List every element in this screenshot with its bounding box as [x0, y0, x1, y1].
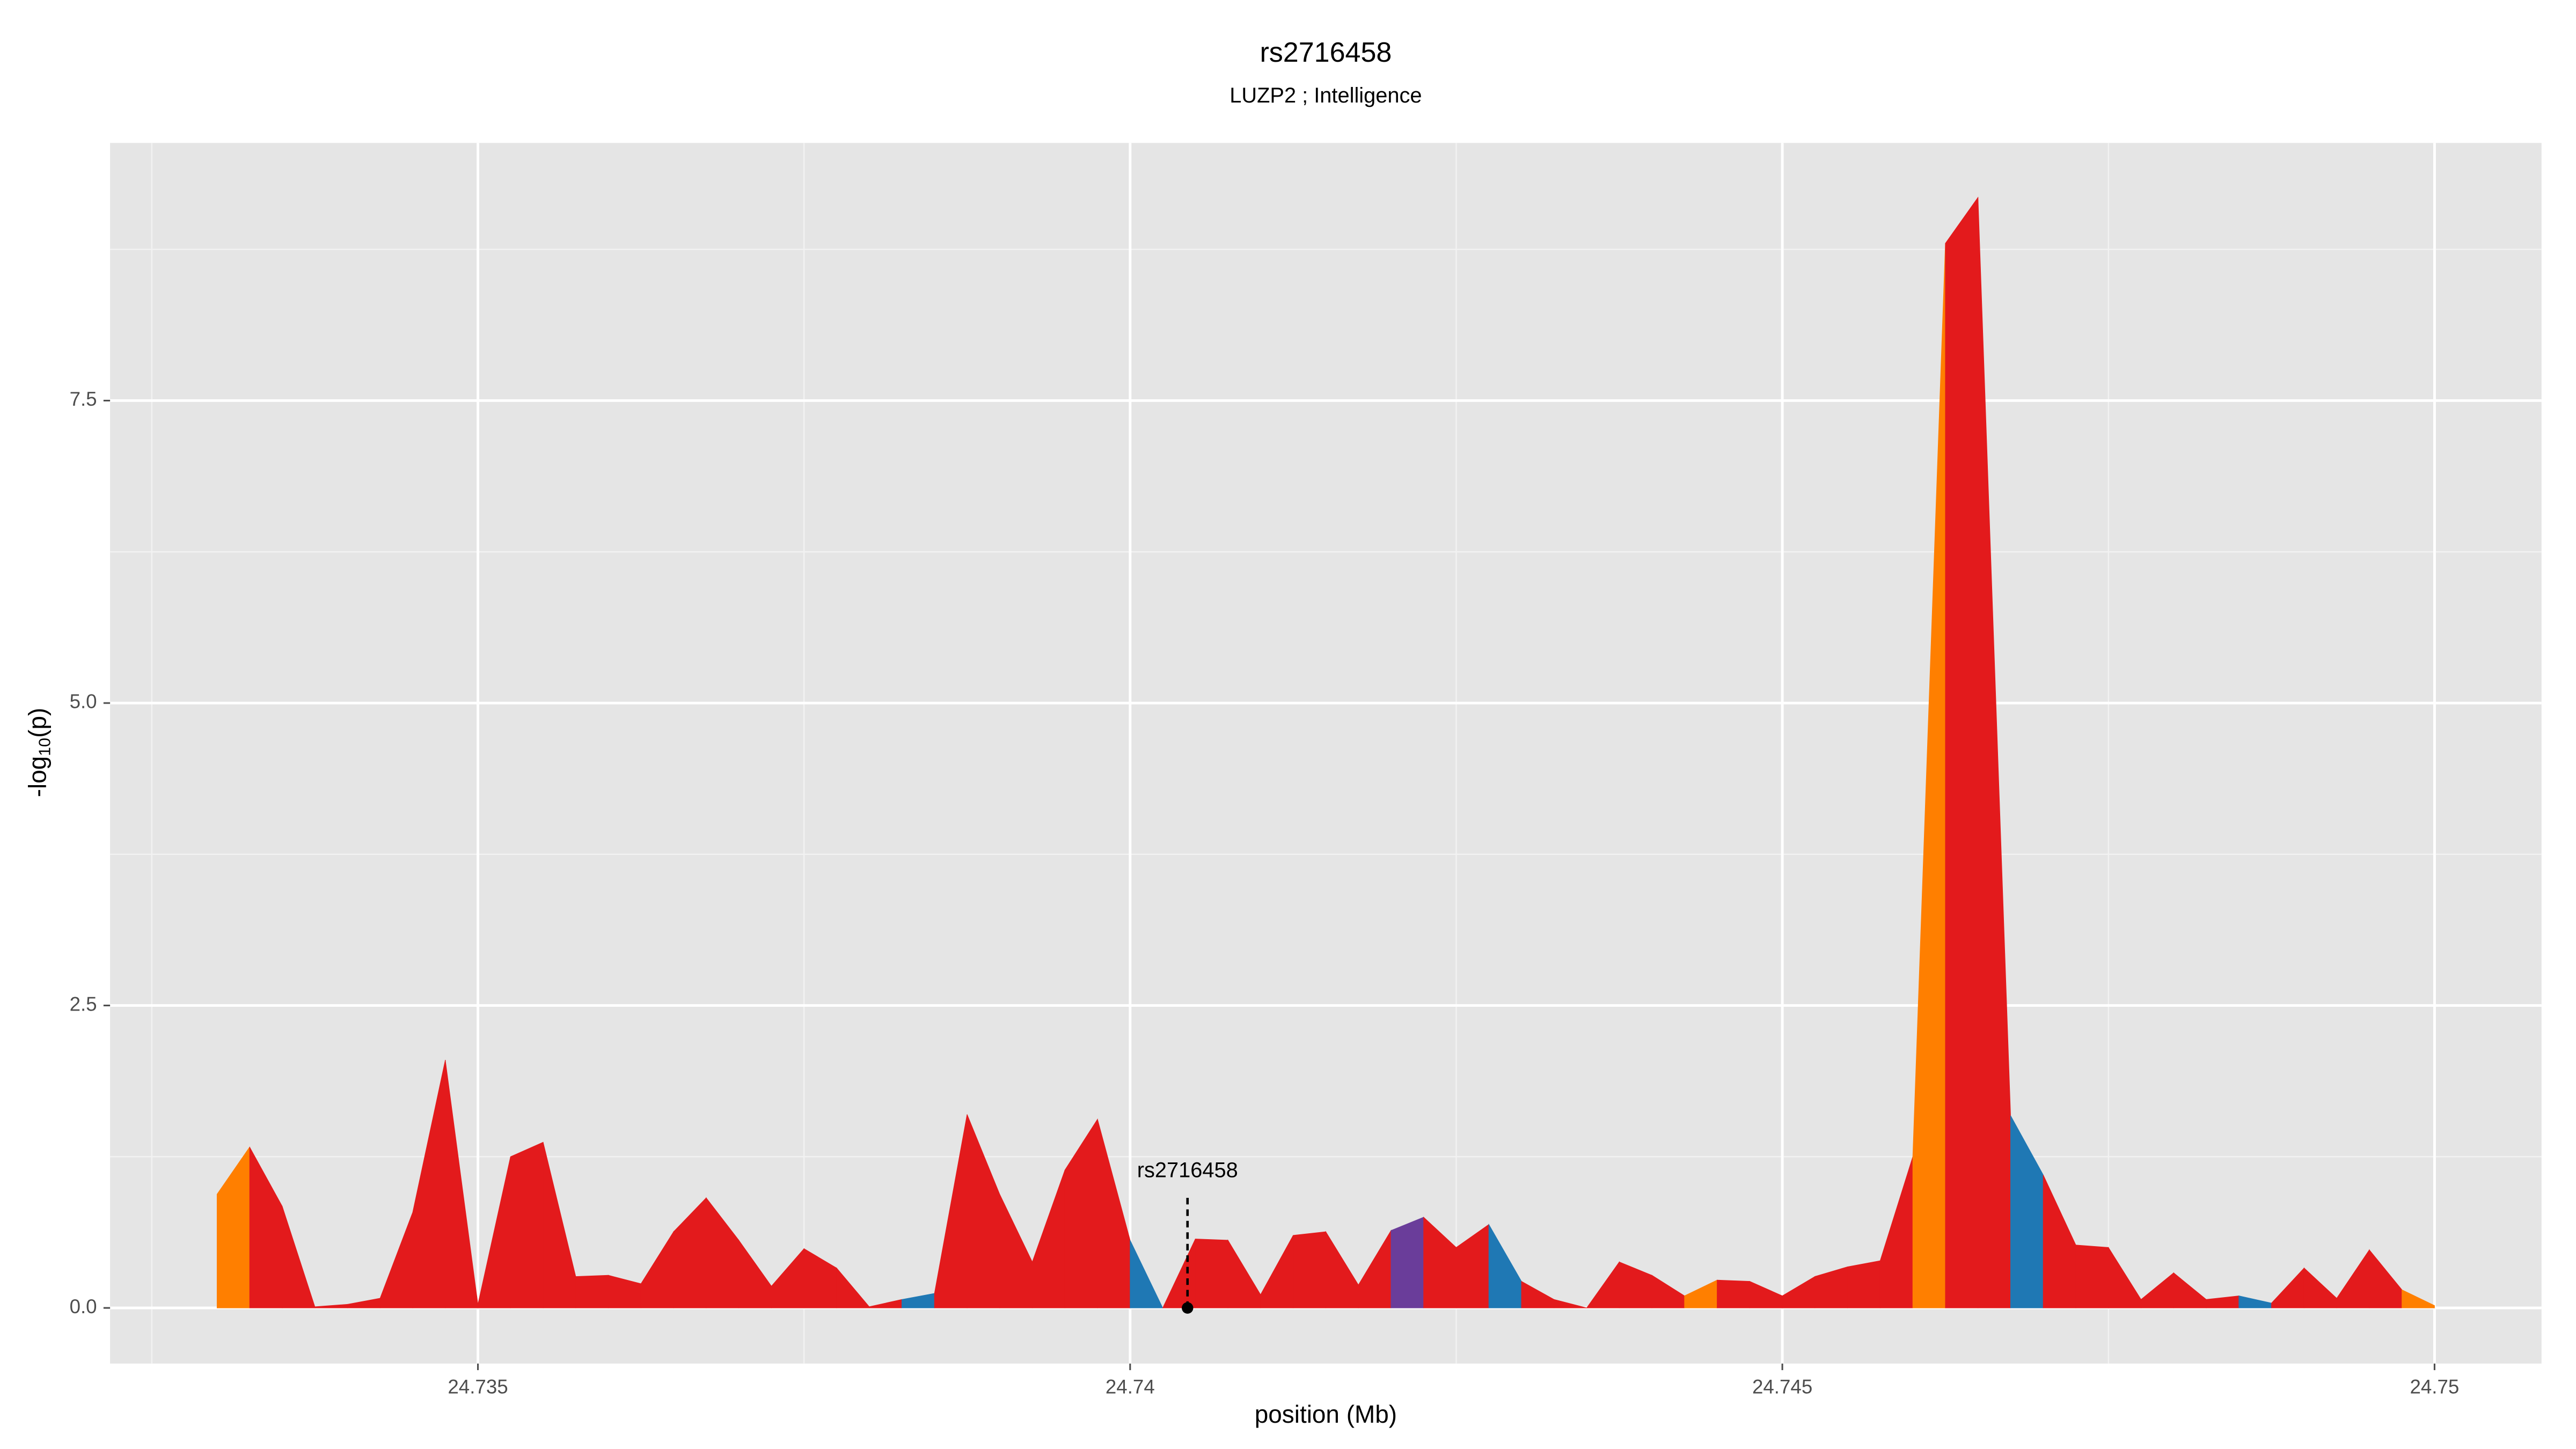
y-label-suffix: (p): [24, 708, 52, 738]
chart-subtitle: LUZP2 ; Intelligence: [1230, 84, 1422, 107]
x-axis-label: position (Mb): [1255, 1400, 1397, 1428]
area-segment: [510, 1141, 544, 1308]
area-segment: [2075, 1245, 2109, 1308]
y-tick-label: 5.0: [70, 691, 97, 713]
chart-title: rs2716458: [1260, 37, 1392, 68]
area-segment: [575, 1275, 609, 1308]
area-segment: [1847, 1260, 1880, 1308]
plot-panel: [110, 143, 2542, 1364]
y-axis-label: -log10(p): [24, 708, 54, 797]
x-tick-label: 24.745: [1752, 1375, 1812, 1397]
area-segment: [1293, 1231, 1326, 1308]
area-segment: [1130, 1240, 1163, 1308]
area-segment: [1945, 196, 1979, 1308]
annotation-label: rs2716458: [1137, 1159, 1238, 1182]
area-segment: [2402, 1289, 2435, 1308]
y-tick-label: 2.5: [70, 993, 97, 1015]
x-tick-label: 24.75: [2410, 1375, 2459, 1397]
area-segment: [1554, 1299, 1587, 1308]
area-segment: [1717, 1279, 1750, 1308]
y-tick-label: 7.5: [70, 388, 97, 410]
x-tick-label: 24.74: [1106, 1375, 1155, 1397]
x-tick-label: 24.735: [448, 1375, 508, 1397]
y-label-prefix: -log: [24, 756, 52, 797]
y-tick-label: 0.0: [70, 1296, 97, 1318]
annotation-point: [1182, 1302, 1194, 1314]
area-segment: [1195, 1239, 1228, 1308]
area-segment: [1391, 1217, 1424, 1308]
y-label-sub: 10: [36, 738, 54, 756]
